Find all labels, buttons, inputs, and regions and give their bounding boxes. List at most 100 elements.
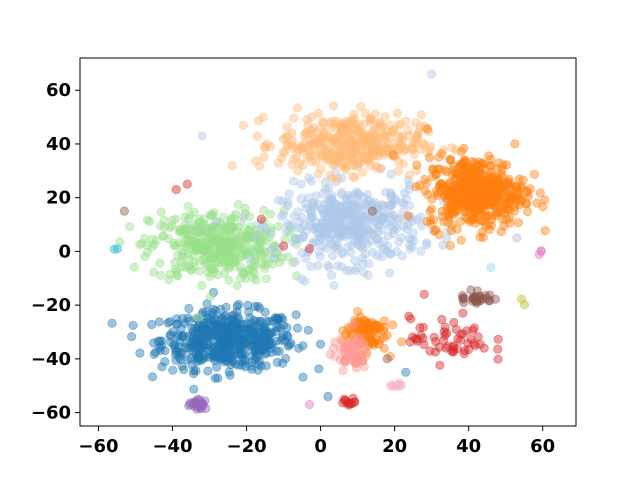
scatter-point <box>244 265 254 275</box>
scatter-point <box>223 338 233 348</box>
scatter-point <box>256 327 266 337</box>
scatter-point <box>178 330 189 341</box>
scatter-point <box>204 313 214 323</box>
scatter-point <box>239 319 249 329</box>
scatter-point <box>259 217 269 227</box>
scatter-point <box>174 238 184 248</box>
scatter-point <box>221 355 231 365</box>
scatter-point <box>254 243 264 253</box>
scatter-point <box>195 235 205 245</box>
scatter-point <box>204 245 214 255</box>
scatter-point <box>473 332 483 342</box>
scatter-point <box>204 332 214 342</box>
scatter-point <box>338 212 348 222</box>
y-axis: −60 −40 −20 0 20 40 60 <box>31 80 80 424</box>
scatter-point <box>203 267 213 277</box>
scatter-point <box>364 259 374 269</box>
scatter-point <box>171 267 181 277</box>
scatter-point <box>281 227 292 237</box>
scatter-point <box>250 225 260 235</box>
scatter-point <box>201 326 211 337</box>
scatter-point <box>234 360 244 370</box>
scatter-point <box>218 338 228 348</box>
scatter-point <box>215 244 225 254</box>
x-tick-label: 40 <box>456 436 481 457</box>
scatter-point <box>202 299 212 309</box>
scatter-point <box>358 151 368 161</box>
scatter-point <box>256 214 266 224</box>
scatter-point <box>317 133 327 143</box>
scatter-point <box>247 245 257 255</box>
scatter-point <box>201 325 211 335</box>
scatter-point <box>445 155 456 165</box>
scatter-point <box>303 325 313 335</box>
scatter-point <box>331 241 341 251</box>
scatter-point <box>198 339 208 349</box>
scatter-point <box>283 197 293 207</box>
scatter-point <box>341 205 351 215</box>
scatter-point <box>445 241 455 251</box>
scatter-point <box>243 327 254 337</box>
scatter-point <box>274 346 284 356</box>
scatter-point <box>185 337 196 348</box>
scatter-point <box>169 241 179 251</box>
scatter-point <box>172 314 182 324</box>
scatter-point <box>225 243 235 253</box>
scatter-point <box>218 248 229 259</box>
scatter-point <box>256 361 266 371</box>
scatter-point <box>264 232 274 242</box>
scatter-point <box>259 343 269 354</box>
scatter-point <box>223 330 233 341</box>
scatter-point <box>226 329 236 339</box>
scatter-point <box>249 315 259 325</box>
scatter-point <box>234 235 244 245</box>
scatter-point <box>249 268 259 279</box>
scatter-point <box>174 227 184 237</box>
scatter-point <box>188 249 198 259</box>
scatter-point <box>251 234 261 244</box>
scatter-point <box>167 221 177 231</box>
scatter-point <box>304 173 314 183</box>
scatter-point <box>206 240 217 250</box>
scatter-point <box>210 248 220 258</box>
scatter-point <box>218 353 228 363</box>
scatter-point <box>202 234 212 245</box>
scatter-point <box>231 330 241 340</box>
scatter-point <box>213 270 223 280</box>
scatter-point <box>382 354 392 364</box>
scatter-point <box>157 336 167 346</box>
scatter-point <box>221 322 231 332</box>
scatter-point <box>231 322 241 333</box>
scatter-point <box>194 218 204 228</box>
scatter-point <box>260 342 271 353</box>
scatter-point <box>203 244 213 254</box>
scatter-point <box>246 231 256 242</box>
scatter-point <box>447 143 457 153</box>
scatter-point <box>210 233 221 243</box>
scatter-point <box>202 248 212 258</box>
scatter-point <box>201 243 211 253</box>
scatter-point <box>326 270 337 280</box>
scatter-point <box>220 343 230 353</box>
scatter-point <box>456 235 466 245</box>
scatter-point <box>206 236 217 247</box>
scatter-point <box>278 210 288 220</box>
scatter-point <box>220 347 230 357</box>
scatter-point <box>175 226 185 236</box>
scatter-point <box>239 212 249 222</box>
scatter-point <box>352 193 363 203</box>
scatter-point <box>218 346 229 356</box>
scatter-point <box>183 343 193 353</box>
scatter-point <box>171 264 181 274</box>
scatter-point <box>222 249 232 259</box>
scatter-point <box>505 213 515 223</box>
scatter-point <box>183 235 193 246</box>
scatter-point <box>239 335 249 345</box>
scatter-point <box>237 341 247 351</box>
scatter-point <box>214 247 225 257</box>
scatter-point <box>218 257 228 268</box>
scatter-point <box>234 315 244 325</box>
scatter-point <box>195 241 205 251</box>
scatter-point <box>256 332 266 343</box>
